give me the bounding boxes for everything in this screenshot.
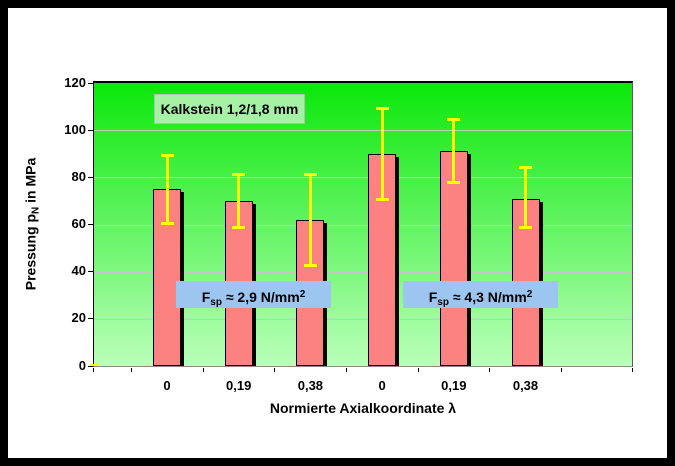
x-tick-label-5: 0,19	[441, 378, 467, 393]
error-bar-4-cap-bot	[375, 197, 389, 201]
x-tick-label-6: 0,38	[512, 378, 539, 393]
error-bar-6-line	[524, 165, 527, 230]
error-bar-3-line	[308, 172, 312, 267]
x-tick-mark-7	[489, 368, 491, 372]
chart-canvas: 0 20 40 60 80 100 120 0 0,19 0,38 0 0,19 0,38 Press…	[8, 8, 667, 458]
error-bar-2	[232, 172, 246, 230]
x-tick-mark-4	[274, 368, 276, 372]
y-axis-title-text: Pressung pN in MPa	[22, 157, 42, 291]
y-tick-mark-60	[88, 224, 93, 225]
error-bar-2-line	[237, 172, 241, 230]
error-bar-2-cap-top	[232, 172, 246, 176]
error-bar-6-cap-bot	[519, 226, 532, 230]
error-bar-1-cap-bot	[160, 221, 174, 225]
y-tick-label-40: 40	[71, 263, 86, 279]
error-bar-2-cap-bot	[232, 226, 246, 230]
x-tick-label-1: 0	[163, 378, 171, 393]
error-bar-4	[375, 106, 389, 201]
y-tick-mark-80	[88, 176, 93, 178]
y-tick-label-20: 20	[71, 310, 86, 326]
annotation-fsp-2: Fsp ≈ 4,3 N/mm2	[403, 281, 558, 308]
y-tick-mark-100	[88, 129, 93, 131]
gridline-80	[94, 177, 632, 179]
y-tick-mark-0	[88, 365, 93, 367]
error-bar-3-cap-bot	[303, 263, 317, 267]
x-tick-label-2: 0,19	[226, 378, 252, 393]
x-tick-mark-2	[131, 368, 132, 372]
y-tick-mark-20	[88, 318, 93, 320]
gridline-100	[94, 130, 632, 132]
y-tick-label-120: 120	[64, 74, 86, 90]
y-tick-mark-40	[88, 271, 93, 273]
error-bar-3-cap-top	[303, 172, 317, 176]
x-tick-mark-5	[346, 368, 347, 372]
x-tick-label-3: 0,38	[297, 378, 324, 393]
error-bar-5-cap-bot	[447, 181, 461, 185]
error-bar-4-cap-top	[375, 106, 389, 110]
y-axis-title-subscript: N	[30, 206, 42, 214]
y-tick-label-80: 80	[71, 168, 86, 184]
annotation-fsp-1: Fsp ≈ 2,9 N/mm2	[176, 281, 331, 308]
error-bar-5	[447, 118, 461, 185]
y-tick-mark-120	[88, 82, 93, 84]
x-tick-label-4: 0	[378, 378, 386, 393]
error-bar-1-cap-top	[160, 153, 174, 157]
error-bar-4-line	[380, 106, 384, 201]
x-tick-mark-1	[93, 368, 94, 372]
y-tick-label-0: 0	[78, 357, 86, 373]
error-bar-5-cap-top	[447, 118, 461, 122]
x-tick-mark-9	[632, 368, 633, 372]
x-tick-mark-8	[561, 368, 562, 372]
gridline-40	[94, 271, 632, 273]
x-tick-mark-3	[202, 368, 204, 372]
error-bar-5-line	[452, 118, 456, 185]
error-bar-6-cap-top	[519, 165, 532, 169]
series-title-box: Kalkstein 1,2/1,8 mm	[154, 94, 305, 124]
y-tick-label-60: 60	[71, 216, 86, 231]
error-bar-1	[160, 153, 174, 225]
gridline-20	[94, 318, 632, 320]
origin-error-bar-artifact	[90, 364, 99, 366]
plot-area	[93, 81, 633, 367]
bar-5	[439, 151, 468, 366]
error-bar-6	[519, 165, 532, 230]
y-axis-title: Pressung pN in MPa	[14, 81, 50, 367]
x-axis-title: Normierte Axialkoordinate λ	[269, 400, 457, 416]
error-bar-1-line	[165, 153, 169, 225]
error-bar-3	[303, 172, 317, 267]
x-tick-mark-6	[417, 368, 419, 372]
gridline-60	[94, 224, 632, 226]
y-tick-label-100: 100	[64, 121, 86, 137]
